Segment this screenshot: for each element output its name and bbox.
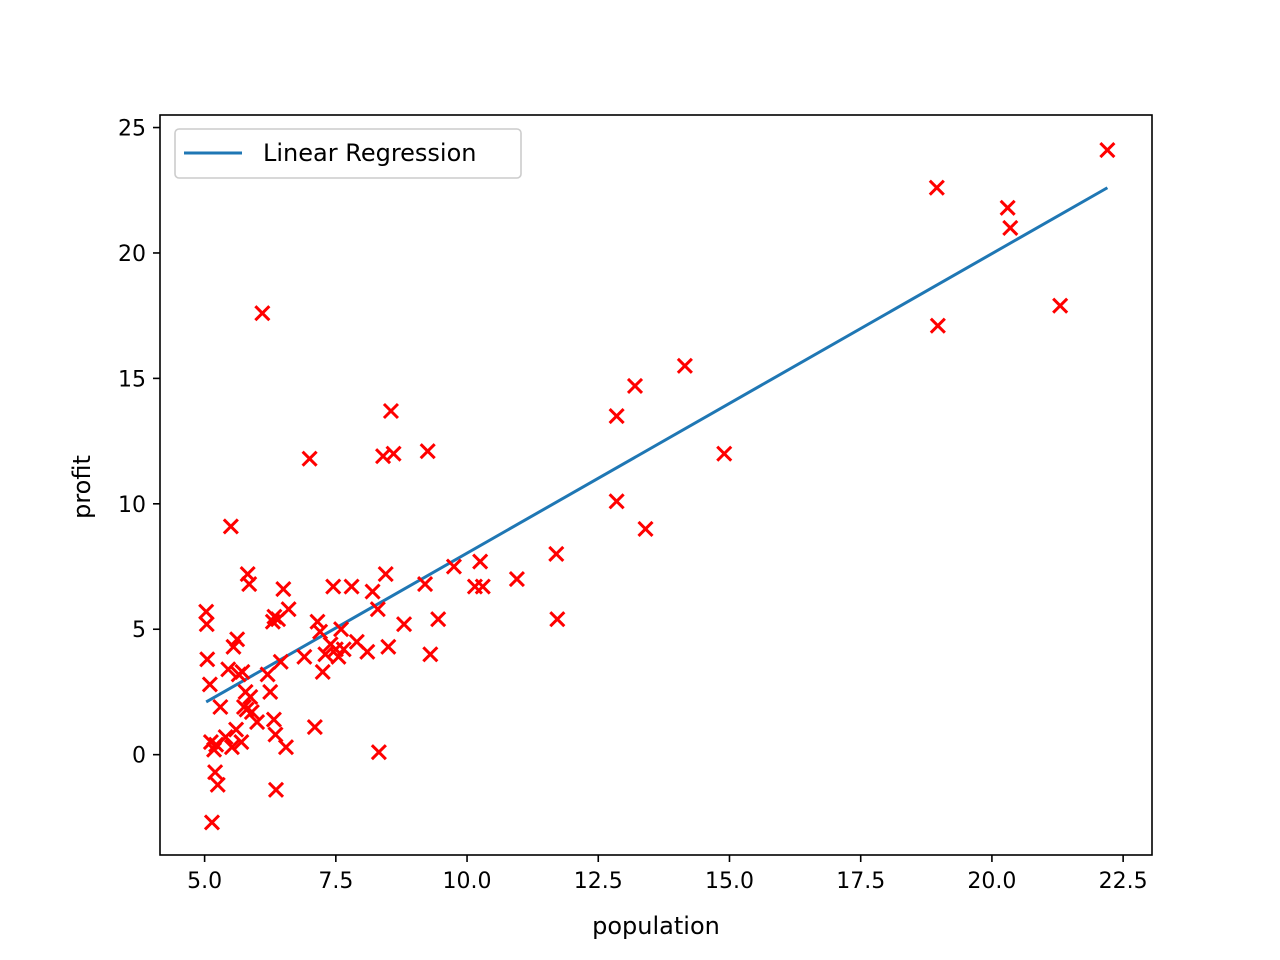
x-tick-label: 17.5 [836, 869, 885, 894]
data-point [199, 651, 216, 668]
data-point [385, 445, 402, 462]
data-point [380, 638, 397, 655]
data-point [676, 357, 693, 374]
data-point [637, 520, 654, 537]
data-point [508, 571, 525, 588]
data-point [377, 565, 394, 583]
data-point [999, 199, 1016, 216]
data-point [201, 676, 218, 693]
data-point [608, 407, 625, 425]
data-point [229, 631, 246, 648]
y-tick-label: 0 [132, 744, 146, 769]
data-point [929, 317, 946, 334]
y-axis-label: profit [68, 455, 96, 519]
data-point [228, 721, 245, 738]
data-point [1099, 142, 1116, 159]
x-tick-label: 22.5 [1099, 869, 1148, 894]
data-point [325, 578, 342, 595]
data-point [259, 666, 276, 683]
data-point [314, 663, 331, 680]
data-point [306, 719, 323, 736]
data-point [335, 641, 352, 658]
data-point [234, 663, 251, 680]
data-point [416, 576, 434, 593]
x-tick-label: 20.0 [967, 869, 1016, 894]
data-point [212, 698, 229, 716]
data-point [626, 377, 644, 394]
data-point [472, 553, 489, 570]
data-point [265, 711, 282, 728]
data-point [233, 734, 250, 751]
data-point [419, 443, 436, 460]
x-tick-label: 12.5 [574, 869, 623, 894]
data-point [267, 781, 285, 798]
data-point [222, 518, 239, 535]
data-point [249, 713, 266, 731]
y-axis: 0 5 10 15 20 25 [118, 117, 160, 769]
data-point [548, 545, 565, 563]
legend: Linear Regression [174, 128, 522, 179]
data-point [280, 601, 297, 618]
data-point [370, 744, 387, 761]
data-point [262, 683, 279, 701]
y-tick-label: 25 [118, 117, 146, 142]
data-point [330, 648, 347, 665]
data-point [275, 581, 292, 598]
data-point [223, 739, 240, 756]
data-point [296, 648, 313, 665]
data-point [474, 578, 491, 595]
x-tick-label: 7.5 [318, 869, 353, 894]
data-point [198, 603, 215, 620]
data-point [396, 616, 413, 633]
data-point [217, 729, 234, 746]
data-point [206, 741, 223, 758]
data-point [364, 583, 381, 600]
data-point [422, 646, 439, 663]
data-point [333, 621, 350, 638]
y-tick-label: 10 [118, 493, 146, 518]
data-point [317, 646, 334, 663]
data-point [241, 576, 258, 593]
plot-layer [198, 142, 1116, 831]
data-point [445, 558, 462, 575]
data-point [1052, 297, 1069, 314]
x-tick-label: 5.0 [187, 869, 222, 894]
data-point [207, 764, 224, 781]
y-tick-label: 5 [132, 618, 146, 643]
legend-entry-linear-regression: Linear Regression [263, 139, 477, 167]
data-point [716, 445, 733, 462]
data-point [359, 643, 376, 660]
data-point [209, 776, 226, 793]
regression-line [205, 186, 1109, 704]
data-point [1002, 219, 1019, 236]
data-point [928, 179, 945, 196]
x-axis-label: population [592, 912, 720, 940]
data-point [203, 814, 221, 831]
plot-frame [159, 114, 1153, 856]
x-axis: 5.0 7.5 10.0 12.5 15.0 17.5 20.0 22.5 [187, 855, 1148, 894]
data-point [272, 653, 289, 670]
data-point [430, 611, 447, 628]
data-point [549, 611, 566, 628]
x-tick-label: 10.0 [443, 869, 492, 894]
data-point [369, 601, 386, 618]
data-point [198, 616, 215, 633]
data-point [301, 450, 318, 467]
legend-box [174, 128, 522, 179]
data-point [242, 688, 259, 706]
data-point [277, 739, 295, 756]
y-tick-label: 20 [118, 242, 146, 267]
data-point [343, 578, 360, 595]
data-point [382, 402, 400, 420]
data-point [608, 493, 625, 510]
data-point [220, 661, 237, 678]
x-tick-label: 15.0 [705, 869, 754, 894]
data-point [243, 703, 260, 721]
data-point [254, 305, 271, 322]
y-tick-label: 15 [118, 367, 146, 392]
